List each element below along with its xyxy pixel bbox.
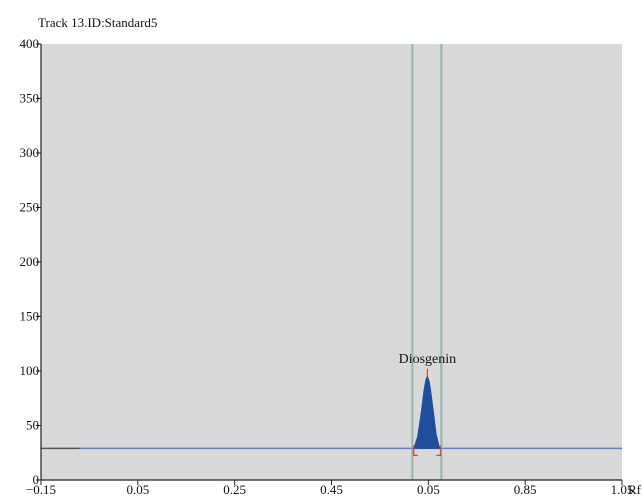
peak-end-marker [436, 445, 442, 456]
x-tick-label: 0.45 [320, 482, 343, 497]
y-tick-label: 0 [33, 472, 40, 487]
y-tick-label: 250 [20, 200, 40, 215]
peak-start-marker [413, 445, 418, 456]
x-axis-label: Rf [628, 482, 642, 497]
x-tick-label: 0.85 [514, 482, 537, 497]
x-tick-label: 0.05 [417, 482, 440, 497]
y-tick-label: 100 [20, 363, 40, 378]
plot-background [41, 44, 622, 480]
y-tick-label: 350 [20, 91, 40, 106]
x-tick-label: 0.05 [126, 482, 149, 497]
peak-area-1 [413, 375, 442, 449]
y-tick-label: 150 [20, 309, 40, 324]
y-tick-label: 400 [20, 36, 40, 51]
plot-area: Diosgenin 0 50 100 150 200 250 300 350 400 −0.15 0.… [20, 36, 634, 497]
x-tick-label: 0.25 [223, 482, 246, 497]
x-tick-label: 1.05 [611, 482, 634, 497]
x-tick-label: −0.15 [26, 482, 56, 497]
y-tick-label: 300 [20, 145, 40, 160]
peak-label: Diosgenin [399, 352, 457, 367]
y-tick-label: 200 [20, 254, 40, 269]
y-tick-label: 50 [26, 418, 39, 433]
chart-title: Track 13.ID:Standard5 [38, 15, 157, 30]
